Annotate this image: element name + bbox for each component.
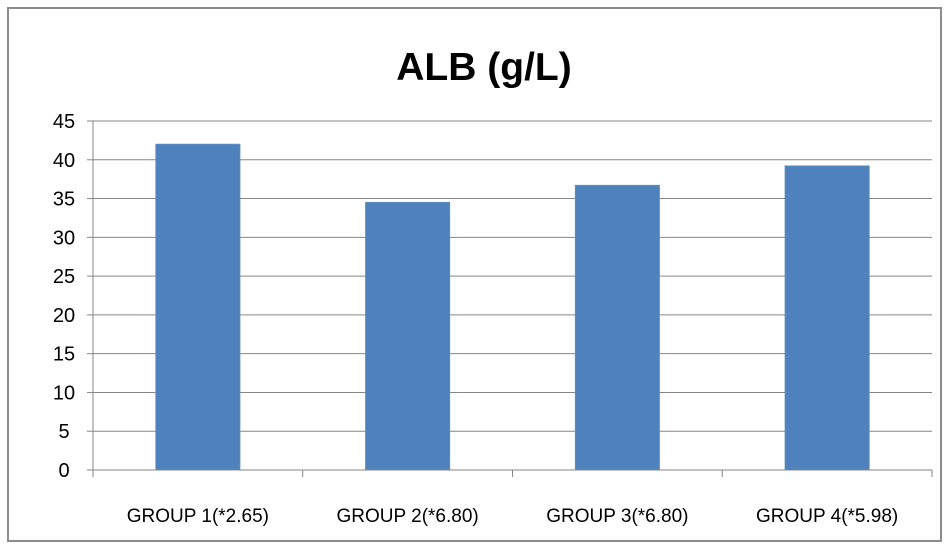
y-tick-label: 30 — [53, 227, 75, 249]
bar — [574, 184, 660, 471]
y-tick-label: 15 — [53, 344, 75, 366]
y-tick-label: 45 — [53, 111, 75, 133]
x-category-label: GROUP 4(*5.98) — [756, 506, 898, 527]
y-tick-label: 20 — [53, 305, 75, 327]
x-category-label: GROUP 1(*2.65) — [127, 506, 269, 527]
chart-title: ALB (g/L) — [396, 46, 571, 89]
bar — [784, 165, 870, 471]
y-tick-label: 5 — [58, 421, 69, 443]
y-tick-label: 0 — [58, 460, 69, 482]
x-category-label: GROUP 2(*6.80) — [337, 506, 479, 527]
bar — [365, 201, 451, 471]
y-tick-label: 40 — [53, 150, 75, 172]
axis-labels: 0 5 10 15 20 25 30 35 40 45 GROUP 1(*2.65) GROUP 2(… — [53, 111, 898, 527]
bar — [155, 143, 241, 471]
y-tick-label: 25 — [53, 266, 75, 288]
y-tick-label: 35 — [53, 189, 75, 211]
bars — [155, 143, 870, 471]
x-category-label: GROUP 3(*6.80) — [546, 506, 688, 527]
axes — [87, 120, 933, 477]
y-tick-label: 10 — [53, 382, 75, 404]
